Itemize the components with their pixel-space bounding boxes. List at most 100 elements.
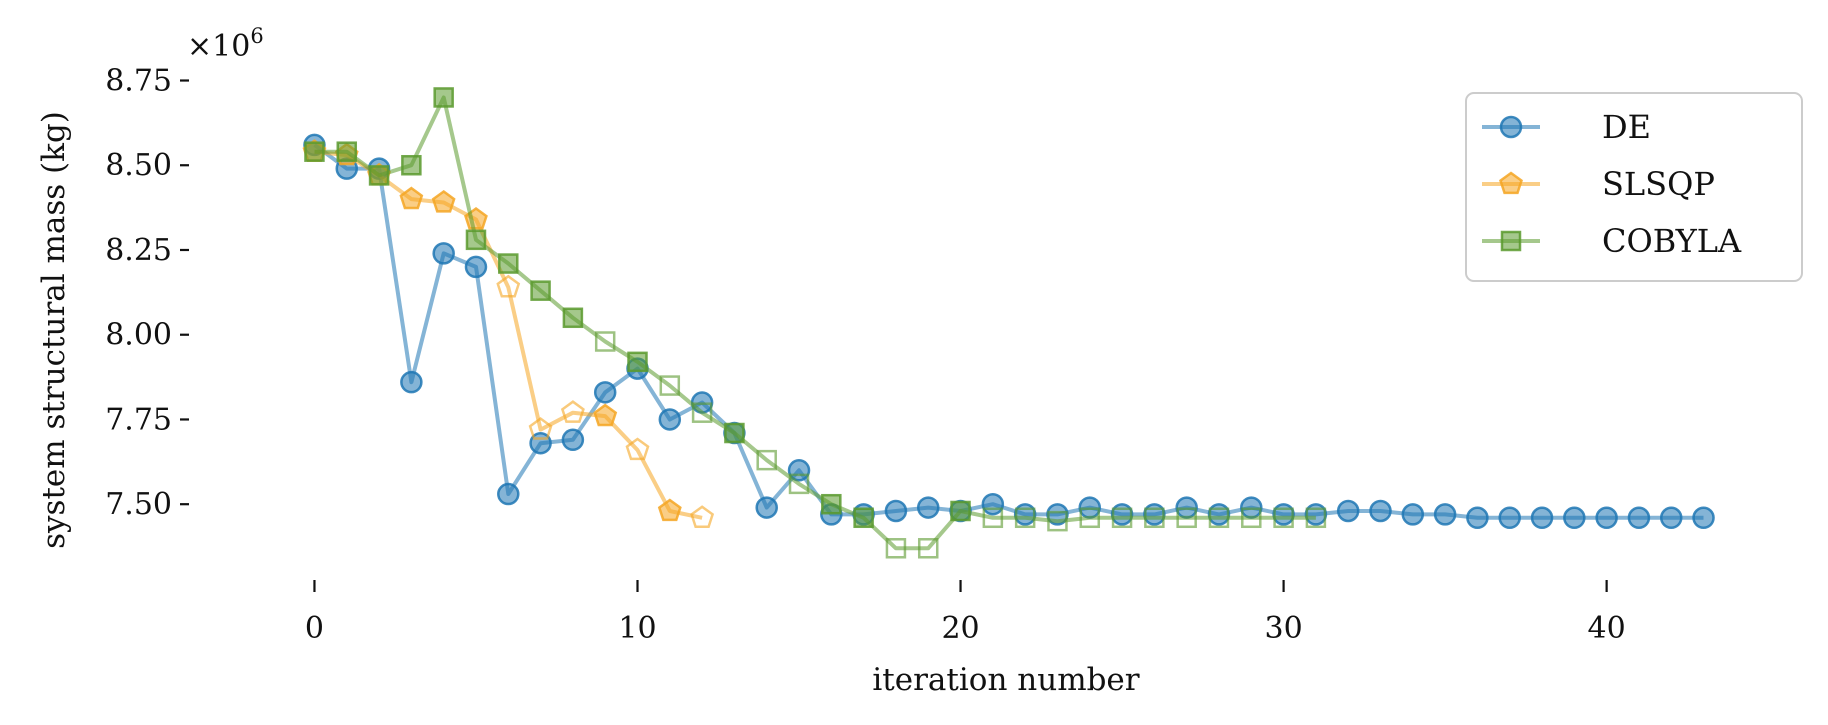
y-axis-offset-label: ×106 [187,24,264,64]
data-point [1272,503,1295,526]
data-point [657,498,682,522]
legend-label: DE [1602,108,1651,146]
data-point [1498,506,1521,530]
data-point [1208,507,1230,529]
data-point [1466,506,1489,530]
legend-item-de: DE [1482,108,1651,146]
data-point [497,482,520,506]
x-tick-label: 40 [1588,611,1626,646]
data-point [1692,506,1715,530]
y-axis-title: system structural mass (kg) [36,111,72,549]
legend-marker [1499,171,1523,195]
data-point [1595,506,1618,530]
y-tick-label: 8.50 [105,148,172,183]
data-point [1659,506,1683,530]
data-point [1433,503,1457,526]
data-point [528,417,553,440]
data-point [1369,499,1392,523]
data-point [885,538,907,559]
data-point [1144,507,1165,529]
data-point [1207,503,1231,526]
data-point [431,189,456,213]
x-tick-label: 30 [1264,611,1302,646]
legend-item-cobyla: COBYLA [1482,222,1742,260]
data-point [658,408,682,431]
data-point [400,370,423,394]
data-point [950,500,971,522]
data-point [465,229,487,251]
data-point [788,473,810,495]
data-point [593,381,617,404]
data-point [755,496,778,519]
legend-frame [1465,92,1803,282]
data-point [560,400,585,423]
x-axis: 0 10 20 30 40 [305,580,1626,646]
legend-item-slsqp: SLSQP [1482,165,1715,203]
data-point [1305,507,1327,529]
data-point [981,492,1005,516]
data-point [690,505,715,528]
data-point [1336,499,1360,523]
data-point [594,331,616,352]
y-tick-label: 8.00 [105,318,172,353]
y-tick-label: 8.75 [105,64,172,99]
data-point [1401,503,1425,526]
data-point [561,428,585,452]
data-point [530,280,551,301]
data-point [401,154,422,176]
data-point [1110,503,1134,526]
data-point [853,507,874,529]
data-point [1563,506,1586,530]
data-point [304,141,325,162]
y-axis: 7.50 7.75 8.00 8.25 8.50 8.75 [105,64,189,522]
data-point [1143,503,1166,526]
x-tick-label: 0 [305,611,324,646]
data-point [368,165,390,186]
data-point [724,422,745,444]
y-offset-base: ×10 [187,29,250,64]
data-point [659,375,681,396]
data-point [1304,503,1328,526]
data-point [336,141,358,162]
data-point [916,496,940,519]
data-point [1176,507,1197,529]
data-point [691,402,713,423]
data-point [1079,507,1101,529]
legend: DE SLSQP COBYLA [1465,92,1803,282]
data-point [917,538,939,559]
data-point [1014,507,1036,529]
data-point [1273,507,1294,529]
data-point [1111,507,1133,529]
data-point [1627,506,1651,530]
data-point [562,307,584,329]
data-point [399,186,424,210]
data-point [1013,503,1037,526]
x-tick-label: 10 [618,611,656,646]
data-point [1047,510,1068,532]
data-point [756,449,777,471]
series-line-slsqp [314,149,703,520]
data-point [498,253,519,274]
series-line-cobyla [314,95,1316,551]
legend-marker [1499,115,1523,139]
series-slsqp [302,139,715,528]
series-cobyla [304,87,1327,559]
data-point [464,255,488,279]
data-point [821,493,842,515]
y-tick-label: 8.25 [105,233,172,268]
legend-marker [1500,230,1522,252]
y-tick-label: 7.75 [105,402,172,437]
data-point [982,507,1004,529]
data-point [627,351,648,373]
data-point [432,242,455,265]
series-layer [302,87,1715,559]
data-point [884,499,908,523]
data-point [1530,506,1554,530]
data-point [1241,507,1262,529]
y-offset-exponent: 6 [250,24,263,48]
y-tick-label: 7.50 [105,487,172,522]
legend-label: COBYLA [1602,222,1742,260]
x-tick-label: 20 [941,611,979,646]
data-point [433,87,454,108]
